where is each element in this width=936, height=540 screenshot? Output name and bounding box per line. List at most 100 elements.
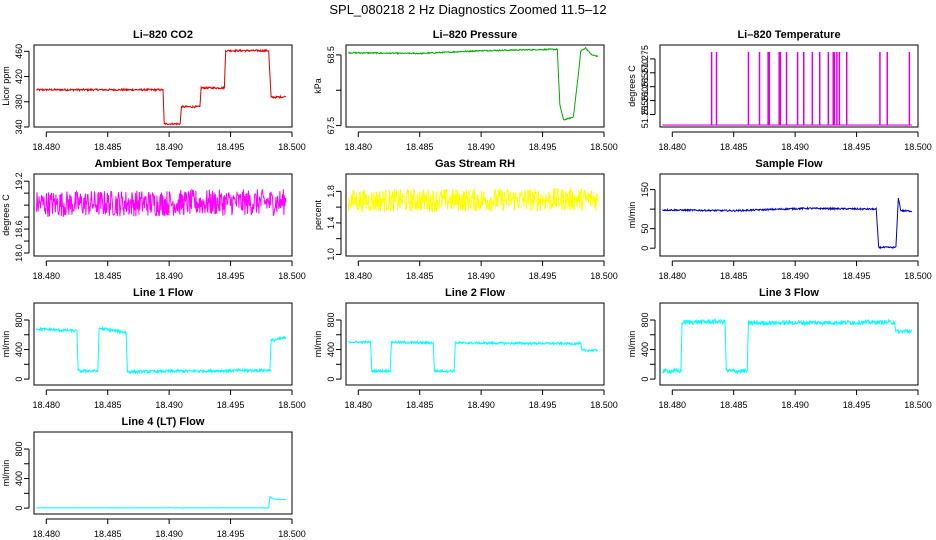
panel-3: Li–820 Temperature degrees C 18.480 18.485 1…	[627, 29, 932, 152]
x-tick-label: 18.500	[278, 142, 306, 152]
x-tick-label: 18.490	[467, 142, 495, 152]
panel-title: Line 3 Flow	[759, 287, 819, 299]
y-tick-label: 460	[14, 44, 24, 59]
y-tick-label: 800	[14, 441, 24, 456]
figure-title: SPL_080218 2 Hz Diagnostics Zoomed 11.5–…	[329, 2, 607, 17]
x-tick-label: 18.485	[94, 529, 122, 539]
plot-frame	[33, 302, 293, 386]
y-tick-label: 68.5	[326, 46, 336, 64]
y-tick-label: 800	[14, 312, 24, 327]
x-tick-label: 18.495	[529, 142, 557, 152]
plot-frame	[345, 173, 605, 257]
y-axis-label: ml/min	[313, 331, 323, 358]
series-line	[36, 188, 287, 218]
series-line	[36, 48, 286, 126]
y-tick-label: 51.260	[640, 87, 650, 115]
y-axis-label: ml/min	[627, 202, 637, 229]
x-tick-label: 18.480	[345, 271, 373, 281]
panel-8: Line 2 Flow ml/min 18.480 18.485 18.490 18.49…	[313, 287, 618, 410]
x-tick-label: 18.480	[659, 400, 687, 410]
x-tick-label: 18.500	[590, 271, 618, 281]
panel-2: Li–820 Pressure kPa 18.480 18.485 18.490 18.4…	[313, 29, 618, 152]
x-tick-label: 18.500	[590, 142, 618, 152]
y-tick-label: 18.6	[14, 220, 24, 238]
y-tick-label: 50	[640, 224, 650, 234]
y-tick-label: 1.4	[326, 217, 336, 230]
x-tick-label: 18.490	[467, 400, 495, 410]
y-tick-label: 400	[14, 342, 24, 357]
series-line	[662, 197, 913, 250]
y-tick-label: 1.8	[326, 185, 336, 198]
panel-title: Sample Flow	[755, 158, 823, 170]
x-tick-label: 18.485	[406, 400, 434, 410]
y-axis-label: ml/min	[1, 460, 11, 487]
plot-frame	[33, 173, 293, 257]
x-tick-label: 18.495	[529, 271, 557, 281]
x-tick-label: 18.500	[904, 142, 932, 152]
y-tick-label: 420	[14, 69, 24, 84]
x-tick-label: 18.480	[345, 400, 373, 410]
x-tick-label: 18.485	[94, 400, 122, 410]
y-axis-label: kPa	[313, 78, 323, 94]
y-tick-label: 51.270	[640, 59, 650, 87]
y-tick-label: 1.0	[326, 248, 336, 261]
series-line	[36, 495, 286, 509]
x-tick-label: 18.485	[94, 142, 122, 152]
plot-frame	[33, 431, 293, 515]
panel-title: Ambient Box Temperature	[95, 158, 232, 170]
y-tick-label: 0	[326, 377, 336, 382]
x-tick-label: 18.490	[155, 142, 183, 152]
y-tick-label: 0	[14, 506, 24, 511]
x-tick-label: 18.490	[781, 400, 809, 410]
panel-5: Gas Stream RH percent 18.480 18.485 18.490 18…	[313, 158, 618, 281]
series-line	[662, 317, 913, 375]
x-tick-label: 18.495	[843, 400, 871, 410]
y-tick-label: 67.5	[326, 117, 336, 135]
x-tick-label: 18.485	[720, 271, 748, 281]
x-tick-label: 18.480	[33, 142, 61, 152]
x-tick-label: 18.495	[217, 142, 245, 152]
panel-7: Line 1 Flow ml/min 18.480 18.485 18.490 18.49…	[1, 287, 306, 410]
plot-frame	[659, 302, 919, 386]
panel-title: Gas Stream RH	[435, 158, 515, 170]
x-tick-label: 18.490	[155, 400, 183, 410]
y-axis-label: ml/min	[1, 331, 11, 358]
x-tick-label: 18.500	[278, 271, 306, 281]
x-tick-label: 18.480	[345, 142, 373, 152]
panel-10: Line 4 (LT) Flow ml/min 18.480 18.485 18.490…	[1, 416, 306, 539]
panel-title: Line 4 (LT) Flow	[122, 416, 205, 428]
x-tick-label: 18.480	[659, 142, 687, 152]
y-tick-label: 0	[640, 246, 650, 251]
panel-title: Li–820 CO2	[133, 29, 193, 41]
plot-frame	[345, 44, 605, 128]
y-tick-label: 150	[640, 182, 650, 197]
x-tick-label: 18.490	[467, 271, 495, 281]
x-tick-label: 18.490	[781, 142, 809, 152]
y-tick-label: 380	[14, 94, 24, 109]
x-tick-label: 18.495	[843, 142, 871, 152]
x-tick-label: 18.500	[904, 400, 932, 410]
x-tick-label: 18.480	[659, 271, 687, 281]
x-tick-label: 18.480	[33, 400, 61, 410]
y-tick-label: 400	[326, 342, 336, 357]
y-tick-label: 19.2	[14, 172, 24, 190]
plot-frame	[659, 44, 919, 128]
y-tick-label: 51.275	[640, 45, 650, 73]
y-tick-label: 340	[14, 119, 24, 134]
x-tick-label: 18.490	[781, 271, 809, 281]
panel-4: Ambient Box Temperature degrees C 18.480 18…	[1, 158, 306, 281]
x-tick-label: 18.490	[155, 271, 183, 281]
y-tick-label: 0	[640, 377, 650, 382]
y-tick-label: 0	[14, 377, 24, 382]
y-axis-label: Licor ppm	[1, 66, 11, 106]
panel-1: Li–820 CO2 Licor ppm 18.480 18.485 18.490 18.…	[1, 29, 306, 152]
x-tick-label: 18.485	[406, 142, 434, 152]
x-tick-label: 18.490	[155, 529, 183, 539]
panel-title: Line 2 Flow	[445, 287, 505, 299]
y-tick-label: 51.255	[640, 101, 650, 129]
series-line	[348, 46, 598, 121]
y-tick-label: 400	[640, 342, 650, 357]
x-tick-label: 18.480	[33, 529, 61, 539]
plot-frame	[659, 173, 919, 257]
x-tick-label: 18.485	[406, 271, 434, 281]
